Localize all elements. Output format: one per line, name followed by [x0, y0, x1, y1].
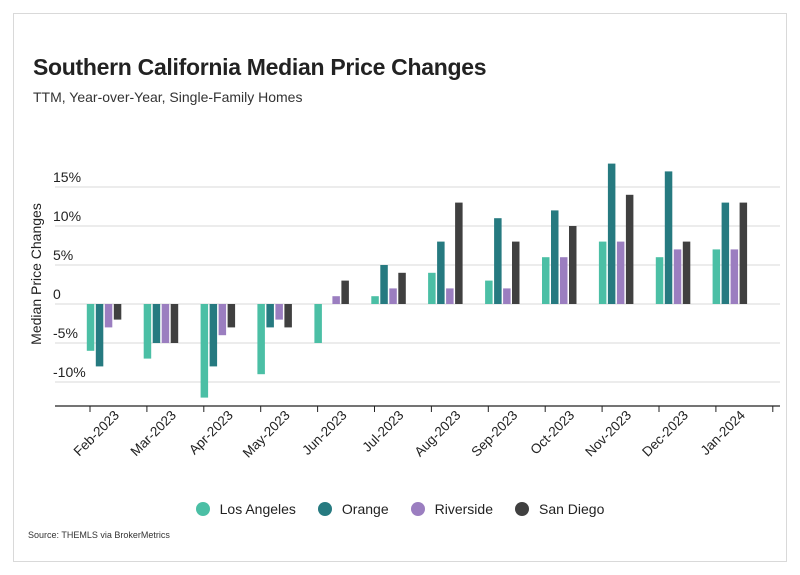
y-tick-label: 0	[53, 286, 61, 302]
bar-orange-apr-2023	[209, 304, 218, 367]
x-tick-label: Oct-2023	[527, 408, 577, 458]
y-tick-label: 15%	[53, 169, 81, 185]
bar-orange-jan-2024	[721, 202, 730, 304]
chart-title: Southern California Median Price Changes	[33, 54, 487, 80]
bars	[86, 163, 748, 398]
bar-orange-jul-2023	[380, 265, 388, 304]
bar-riverside-mar-2023	[161, 304, 170, 343]
x-tick-label: Aug-2023	[412, 408, 464, 460]
source-note: Source: THEMLS via BrokerMetrics	[28, 530, 170, 540]
y-tick-label: -5%	[53, 325, 78, 341]
bar-los-angeles-mar-2023	[143, 304, 152, 359]
legend-label: Riverside	[434, 501, 493, 517]
x-tick-label: Jan-2024	[698, 407, 749, 458]
bar-los-angeles-oct-2023	[542, 257, 550, 304]
legend-swatch	[317, 502, 332, 516]
y-tick-label: -10%	[53, 364, 86, 380]
bar-orange-mar-2023	[152, 304, 161, 343]
y-axis-ticks: -10% -5% 0 5% 10% 15%	[53, 169, 86, 380]
bar-los-angeles-aug-2023	[428, 272, 436, 304]
bar-orange-may-2023	[266, 304, 274, 328]
bar-orange-oct-2023	[551, 210, 559, 304]
bar-san-diego-mar-2023	[170, 304, 179, 343]
bar-san-diego-dec-2023	[682, 241, 691, 304]
bar-riverside-aug-2023	[446, 288, 454, 304]
legend-label: Los Angeles	[219, 501, 296, 517]
bar-los-angeles-jan-2024	[712, 249, 721, 304]
bar-los-angeles-apr-2023	[200, 304, 209, 398]
legend-swatch	[514, 502, 529, 516]
legend-swatch	[195, 502, 210, 516]
x-axis: Feb-2023 Mar-2023 Apr-2023 May-2023 Jun-2023…	[55, 405, 780, 461]
bar-san-diego-feb-2023	[113, 304, 122, 320]
bar-san-diego-jan-2024	[739, 202, 748, 304]
x-tick-label: Sep-2023	[468, 408, 520, 460]
legend-item: Riverside	[410, 501, 493, 517]
x-tick-label: Mar-2023	[128, 408, 179, 459]
bar-orange-nov-2023	[607, 163, 616, 304]
x-tick-label: Apr-2023	[186, 408, 236, 458]
bar-san-diego-jul-2023	[398, 272, 406, 304]
bar-riverside-jan-2024	[730, 249, 739, 304]
legend-swatch	[410, 502, 425, 516]
bar-riverside-nov-2023	[616, 241, 625, 304]
x-tick-label: Dec-2023	[639, 408, 691, 460]
bar-los-angeles-jul-2023	[371, 296, 379, 304]
legend: Los Angeles Orange Riverside San Diego	[0, 501, 800, 517]
x-tick-label: May-2023	[240, 408, 293, 461]
bar-orange-feb-2023	[95, 304, 104, 367]
bar-san-diego-jun-2023	[341, 280, 349, 304]
bar-riverside-jul-2023	[389, 288, 397, 304]
bar-san-diego-nov-2023	[625, 194, 634, 304]
bar-riverside-apr-2023	[218, 304, 227, 336]
legend-label: Orange	[341, 501, 389, 517]
x-tick-label: Nov-2023	[582, 408, 634, 460]
chart-subtitle: TTM, Year-over-Year, Single-Family Homes	[33, 89, 303, 105]
bar-orange-dec-2023	[664, 171, 673, 304]
bar-san-diego-apr-2023	[227, 304, 236, 328]
bar-riverside-dec-2023	[673, 249, 682, 304]
bar-los-angeles-jun-2023	[314, 304, 322, 343]
bar-los-angeles-dec-2023	[655, 257, 664, 304]
legend-label: San Diego	[538, 501, 605, 517]
bar-san-diego-oct-2023	[569, 226, 577, 304]
bar-riverside-feb-2023	[104, 304, 113, 328]
bar-san-diego-sep-2023	[512, 241, 520, 304]
bar-orange-aug-2023	[437, 241, 445, 304]
y-tick-label: 10%	[53, 208, 81, 224]
y-tick-label: 5%	[53, 247, 73, 263]
x-tick-label: Jul-2023	[359, 408, 406, 455]
y-axis-label: Median Price Changes	[28, 203, 44, 345]
x-tick-label: Feb-2023	[71, 408, 122, 459]
bar-san-diego-aug-2023	[455, 202, 463, 304]
bar-riverside-jun-2023	[332, 296, 340, 304]
legend-item: Orange	[317, 501, 389, 517]
bar-los-angeles-sep-2023	[485, 280, 493, 304]
bar-orange-sep-2023	[494, 218, 502, 304]
x-tick-label: Jun-2023	[299, 408, 349, 458]
bar-san-diego-may-2023	[284, 304, 292, 328]
bar-riverside-may-2023	[275, 304, 283, 320]
bar-riverside-sep-2023	[503, 288, 511, 304]
legend-item: San Diego	[514, 501, 605, 517]
bar-los-angeles-nov-2023	[598, 241, 607, 304]
bar-riverside-oct-2023	[560, 257, 568, 304]
legend-item: Los Angeles	[195, 501, 296, 517]
bar-los-angeles-feb-2023	[86, 304, 95, 351]
bar-los-angeles-may-2023	[257, 304, 265, 375]
